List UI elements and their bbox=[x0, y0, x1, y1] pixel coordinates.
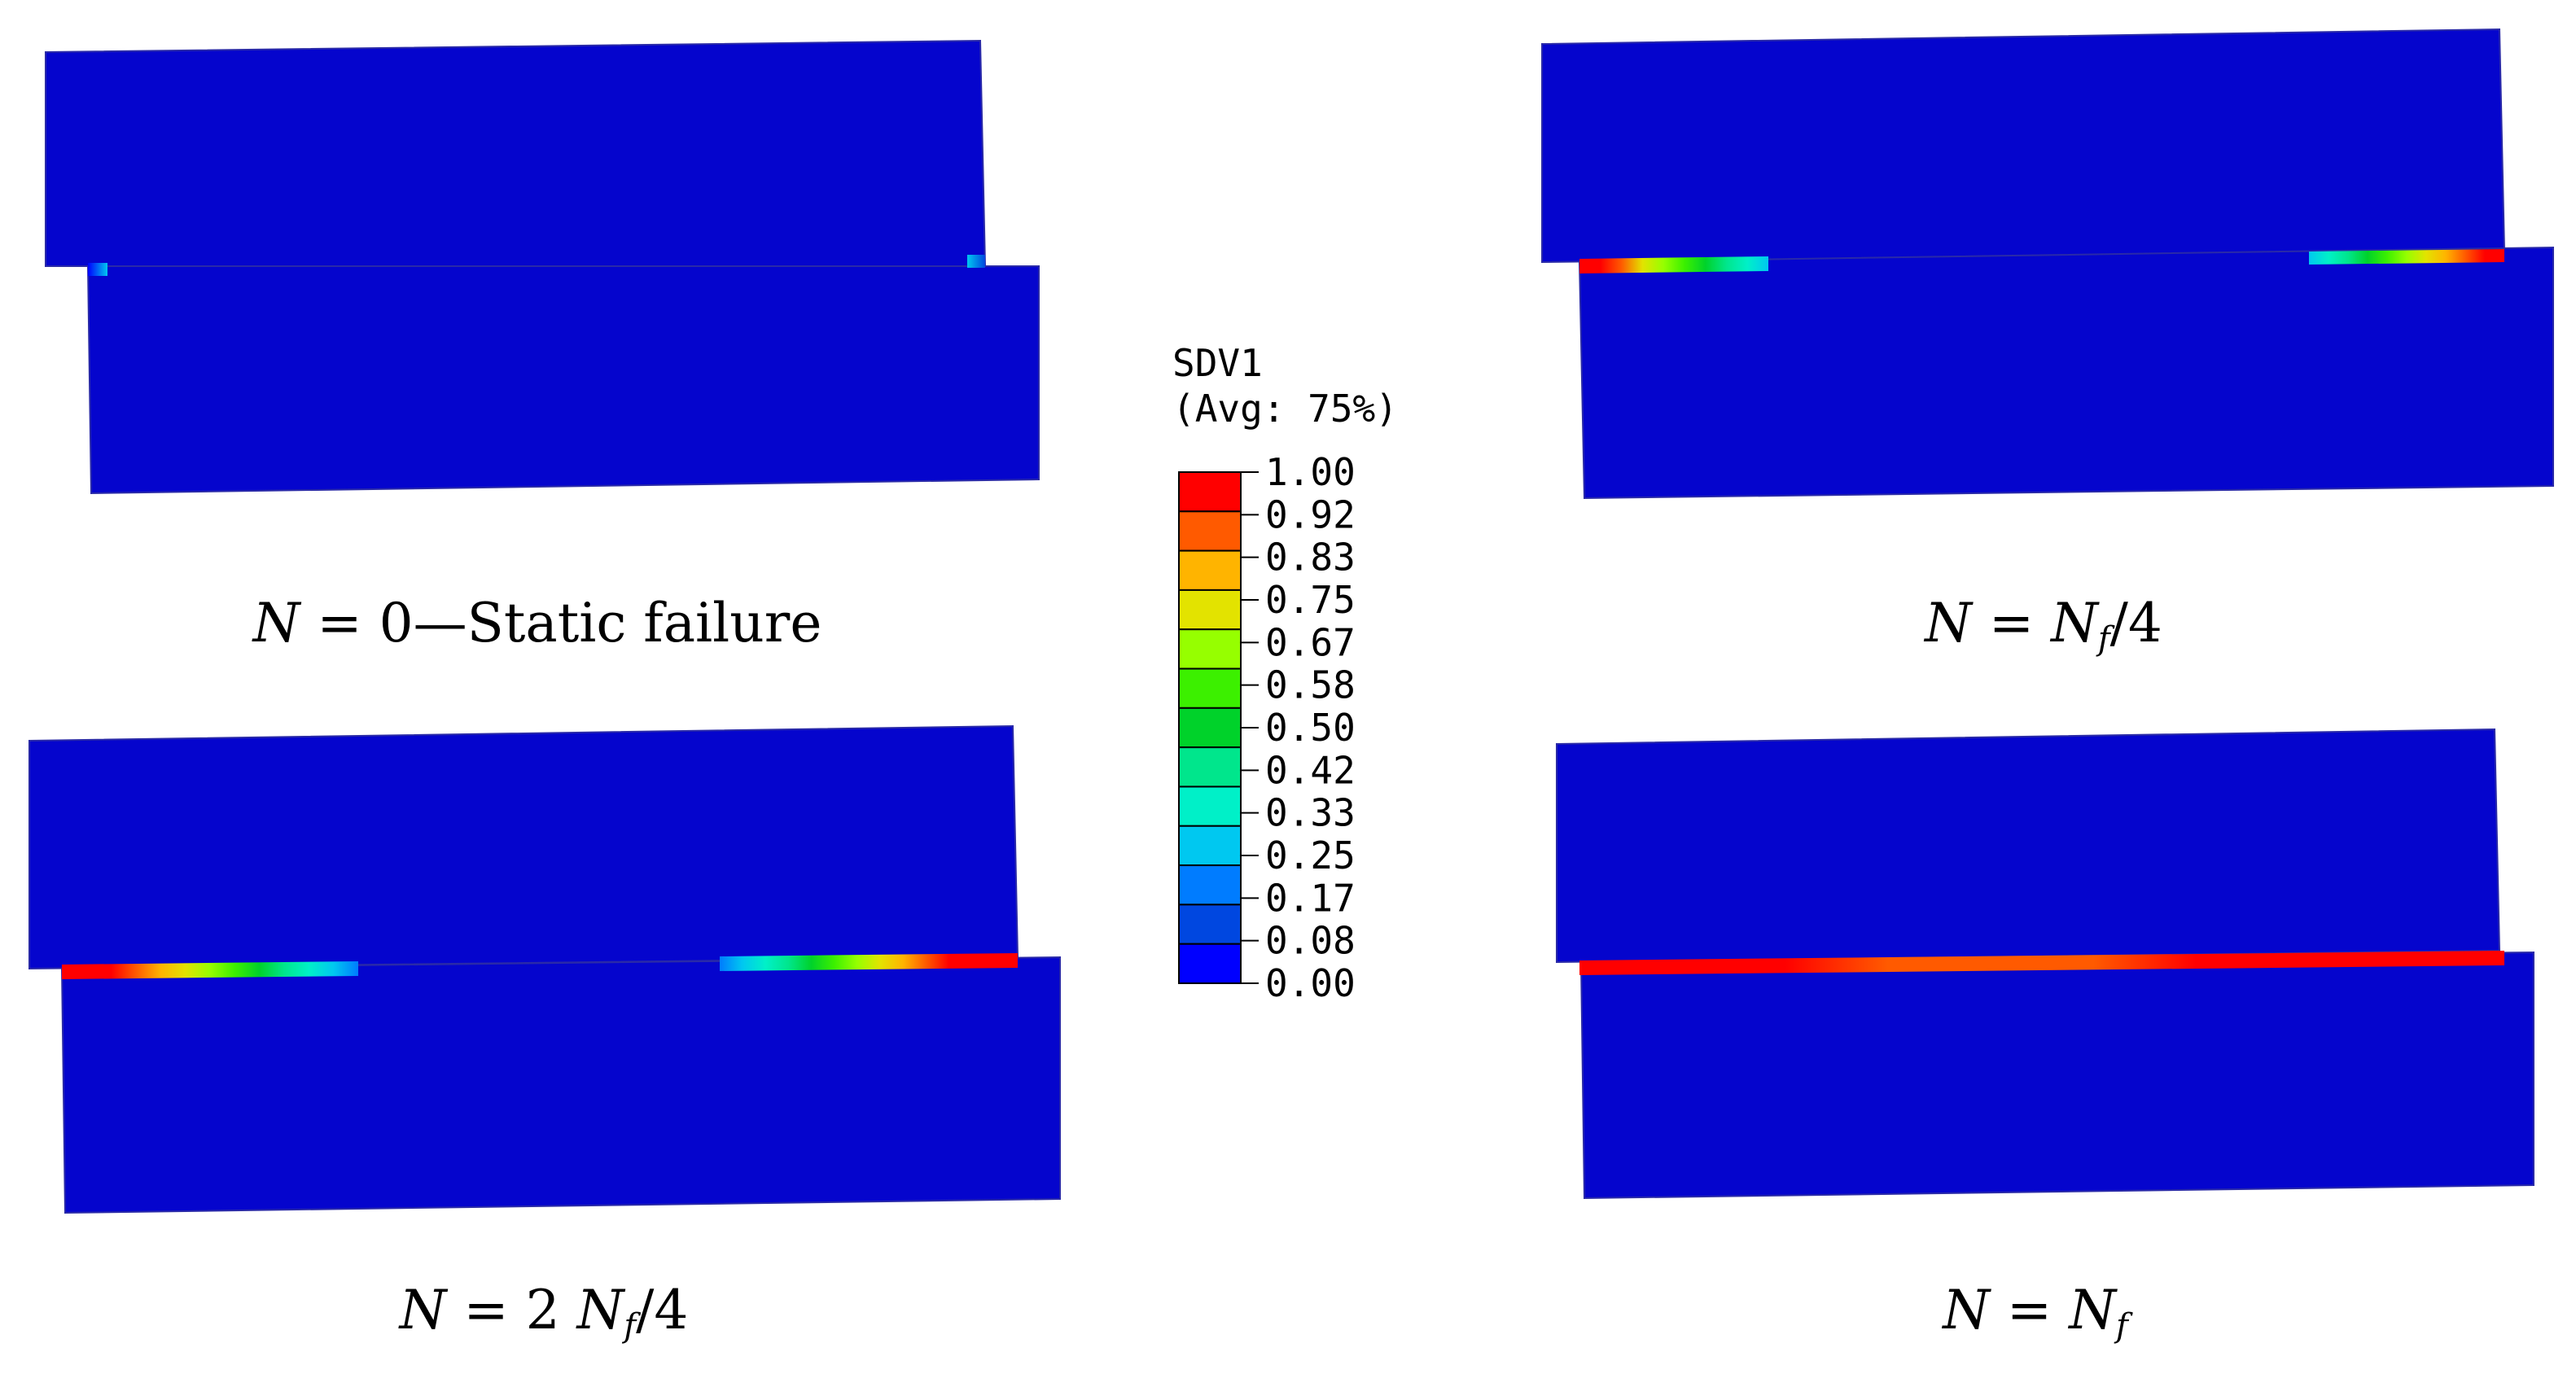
legend-tick-label: 0.67 bbox=[1265, 620, 1356, 664]
caption-suffix: /4 bbox=[2110, 592, 2162, 654]
caption-suffix: /4 bbox=[636, 1279, 688, 1341]
damage-zone-full bbox=[1579, 951, 2504, 975]
damage-zone-left bbox=[88, 263, 107, 276]
legend-band bbox=[1178, 588, 1242, 631]
lower-adherend bbox=[86, 265, 1040, 495]
damage-zone-left bbox=[62, 961, 358, 979]
legend-tick-label: 0.17 bbox=[1265, 876, 1356, 920]
legend-tick-label: 0.58 bbox=[1265, 663, 1356, 707]
legend-tick-label: 0.75 bbox=[1265, 578, 1356, 622]
legend-tick-label: 1.00 bbox=[1265, 450, 1356, 494]
upper-adherend bbox=[1556, 728, 2501, 964]
legend-band bbox=[1178, 904, 1242, 945]
legend-band bbox=[1178, 707, 1242, 749]
upper-adherend bbox=[45, 39, 987, 267]
legend-band bbox=[1178, 628, 1242, 670]
legend-title: SDV1 bbox=[1172, 341, 1263, 385]
caption-nf: N bbox=[2049, 592, 2100, 654]
caption-eq: = 0—Static failure bbox=[300, 592, 821, 654]
legend-tick-label: 0.25 bbox=[1265, 834, 1356, 877]
legend-band bbox=[1178, 785, 1242, 827]
legend-tick-label: 0.33 bbox=[1265, 791, 1356, 835]
damage-zone-left bbox=[1579, 256, 1768, 273]
panel-caption: N = Nf bbox=[1941, 1279, 2133, 1345]
damage-zone-right bbox=[967, 255, 985, 268]
caption-subscript: f bbox=[2114, 1307, 2133, 1345]
caption-eq: = 2 bbox=[446, 1279, 576, 1341]
color-legend: SDV1 (Avg: 75%) 1.000.920.830.750.670.58… bbox=[1172, 341, 1398, 1005]
legend-band bbox=[1178, 943, 1242, 984]
caption-nf: N bbox=[576, 1279, 626, 1341]
legend-band bbox=[1178, 746, 1242, 788]
legend-band bbox=[1178, 510, 1242, 552]
legend-tick-label: 0.50 bbox=[1265, 706, 1356, 750]
legend-band bbox=[1178, 471, 1242, 513]
panel-full-life: N = Nf bbox=[1556, 728, 2534, 1345]
damage-zone-right bbox=[720, 953, 1018, 971]
legend-tick-label: 0.92 bbox=[1265, 492, 1356, 536]
caption-n: N bbox=[1941, 1279, 1991, 1341]
caption-n: N bbox=[398, 1279, 449, 1341]
lower-adherend bbox=[1578, 246, 2554, 500]
legend-tick-label: 0.08 bbox=[1265, 919, 1356, 963]
panel-half-life: N = 2 Nf/4 bbox=[28, 724, 1061, 1345]
panel-caption: N = Nf/4 bbox=[1923, 592, 2162, 658]
caption-n: N bbox=[1923, 592, 1974, 654]
caption-eq: = bbox=[1990, 1279, 2069, 1341]
legend-band bbox=[1178, 825, 1242, 867]
legend-tick-label: 0.00 bbox=[1265, 961, 1356, 1005]
upper-adherend bbox=[28, 724, 1019, 970]
panel-caption: N = 2 Nf/4 bbox=[398, 1279, 689, 1345]
caption-eq: = bbox=[1972, 592, 2051, 654]
legend-ticks: 1.000.920.830.750.670.580.500.420.330.25… bbox=[1241, 450, 1356, 1005]
lower-adherend bbox=[60, 956, 1061, 1214]
damage-zone-right bbox=[2309, 249, 2504, 265]
legend-tick-label: 0.42 bbox=[1265, 748, 1356, 792]
panel-quarter-life: N = Nf/4 bbox=[1541, 28, 2554, 658]
legend-band bbox=[1178, 549, 1242, 591]
legend-tick-label: 0.83 bbox=[1265, 536, 1356, 580]
caption-nf: N bbox=[2067, 1279, 2118, 1341]
legend-color-bands bbox=[1178, 471, 1242, 984]
upper-adherend bbox=[1541, 28, 2506, 264]
legend-subtitle: (Avg: 75%) bbox=[1172, 387, 1398, 431]
legend-band bbox=[1178, 864, 1242, 906]
panel-caption: N = 0—Static failure bbox=[252, 592, 822, 654]
lower-adherend bbox=[1579, 951, 2534, 1200]
panel-static-failure: N = 0—Static failure bbox=[45, 39, 1040, 654]
caption-n: N bbox=[252, 592, 302, 654]
legend-band bbox=[1178, 667, 1242, 709]
